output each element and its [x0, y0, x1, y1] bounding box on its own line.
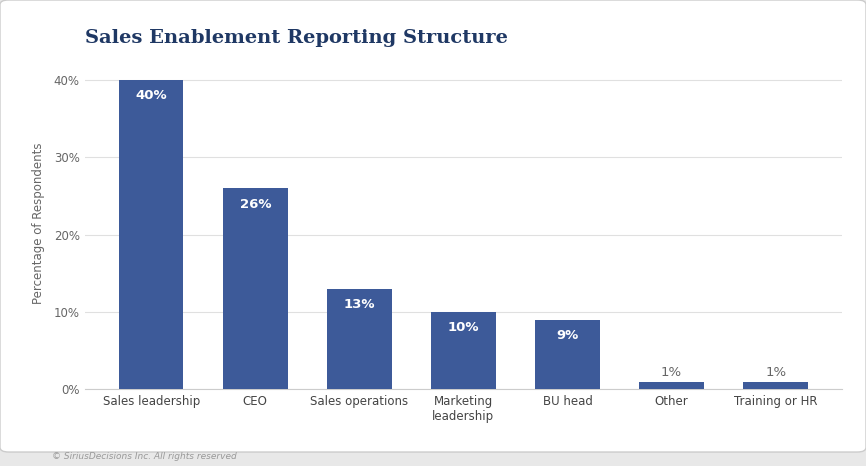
Bar: [535, 320, 600, 390]
Y-axis label: Percentage of Respondents: Percentage of Respondents: [32, 143, 45, 304]
Bar: [223, 188, 288, 390]
Bar: [743, 382, 808, 390]
Text: 1%: 1%: [765, 366, 786, 379]
Text: 1%: 1%: [661, 366, 682, 379]
Text: 26%: 26%: [240, 198, 271, 211]
Bar: [119, 80, 184, 390]
Bar: [639, 382, 704, 390]
Text: Sales Enablement Reporting Structure: Sales Enablement Reporting Structure: [85, 29, 507, 47]
Text: © SiriusDecisions Inc. All rights reserved: © SiriusDecisions Inc. All rights reserv…: [52, 452, 236, 461]
Text: 40%: 40%: [135, 89, 167, 103]
Bar: [431, 312, 495, 390]
Text: 13%: 13%: [344, 298, 375, 311]
Bar: [327, 289, 391, 390]
Text: 9%: 9%: [556, 329, 578, 342]
Text: 10%: 10%: [448, 322, 479, 335]
